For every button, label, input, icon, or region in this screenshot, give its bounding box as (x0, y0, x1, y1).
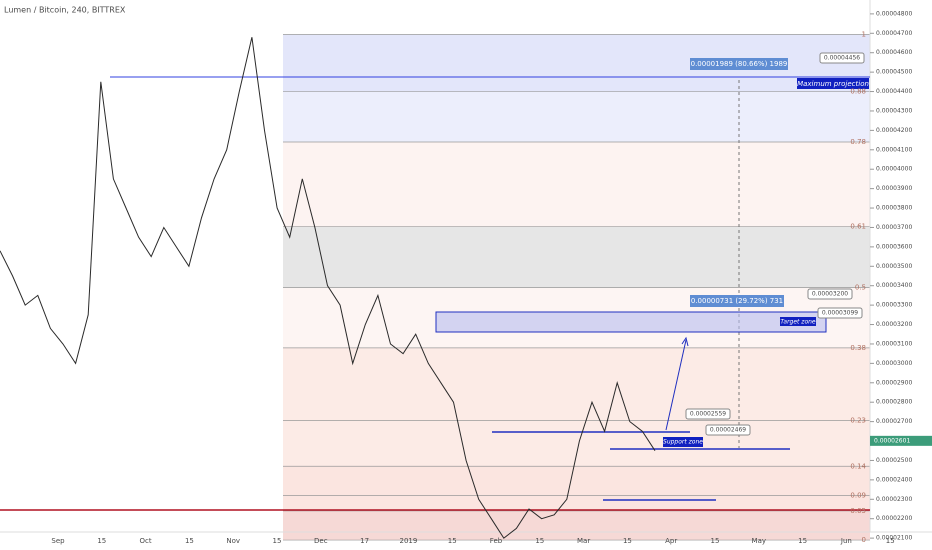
x-tick-label: 2019 (399, 537, 417, 545)
target-zone (435, 311, 827, 333)
y-tick-label: 0.00003700 (876, 224, 912, 231)
y-tick-label: 0.00002700 (876, 418, 912, 425)
fib-band (283, 347, 870, 421)
price-callout-text: 0.00002469 (710, 427, 746, 434)
fib-label: 0.14 (850, 462, 866, 470)
price-callout-text: 0.00002559 (690, 411, 726, 418)
y-tick-label: 0.00003900 (876, 185, 912, 192)
x-tick-label: 17 (360, 537, 369, 545)
fib-label: 0.05 (850, 507, 866, 515)
fib-label: 0.88 (850, 88, 866, 96)
chart-title: Lumen / Bitcoin, 240, BITTREX (4, 6, 126, 15)
fib-band (283, 466, 870, 496)
price-callout (685, 408, 731, 420)
x-tick-label: Nov (226, 537, 240, 545)
y-tick-label: 0.00004500 (876, 69, 912, 76)
fib-label: 0.78 (850, 138, 866, 146)
y-tick-label: 0.00004300 (876, 107, 912, 114)
x-tick-label: Sep (51, 537, 65, 545)
fib-band (283, 226, 870, 288)
x-tick-label: 15 (535, 537, 544, 545)
x-tick-label: Jun (840, 537, 852, 545)
price-callout (819, 52, 865, 64)
fib-label: 1 (862, 30, 866, 38)
y-tick-label: 0.00003500 (876, 263, 912, 270)
x-tick-label: 15 (798, 537, 807, 545)
fib-band (283, 420, 870, 467)
y-tick-label: 0.00002500 (876, 457, 912, 464)
fib-label: 0.38 (850, 344, 866, 352)
x-tick-label: 15 (711, 537, 720, 545)
price-callout-text: 0.00004456 (824, 55, 860, 62)
arrow-head (681, 336, 689, 347)
y-tick-label: 0.00003200 (876, 321, 912, 328)
y-tick-label: 0.00003000 (876, 360, 912, 367)
maximum-label: Maximum projection (797, 80, 869, 88)
x-tick-label: 15 (97, 537, 106, 545)
fib-label: 0.09 (850, 491, 866, 499)
price-callout-text: 0.00003099 (822, 310, 858, 317)
y-tick-label: 0.00002300 (876, 496, 912, 503)
y-tick-label: 0.00002400 (876, 476, 912, 483)
y-tick-label: 0.00004000 (876, 166, 912, 173)
price-callout (817, 307, 863, 319)
fib-band (283, 510, 870, 541)
x-tick-label: Apr (665, 537, 677, 545)
target-label: Target zone (780, 319, 816, 326)
y-tick-label: 0.00003100 (876, 340, 912, 347)
fib-label: 0.61 (850, 223, 866, 231)
x-tick-label: 15 (623, 537, 632, 545)
y-tick-label: 0.00002200 (876, 515, 912, 522)
y-tick-label: 0.00003600 (876, 243, 912, 250)
projection-label: 0.00001989 (80.66%) 1989 (691, 60, 788, 68)
fib-label: 0.23 (850, 417, 866, 425)
x-tick-label: Feb (490, 537, 503, 545)
x-tick-label: Mar (577, 537, 590, 545)
y-tick-label: 0.00002900 (876, 379, 912, 386)
y-tick-label: 0.00003400 (876, 282, 912, 289)
support-label: Support zone (663, 439, 703, 446)
x-tick-label: 15 (448, 537, 457, 545)
y-tick-label: 0.00004800 (876, 10, 912, 17)
y-tick-label: 0.00002800 (876, 399, 912, 406)
fib-label: 0 (862, 536, 866, 544)
y-tick-label: 0.00003800 (876, 205, 912, 212)
y-tick-label: 0.00004700 (876, 30, 912, 37)
y-tick-label: 0.00004200 (876, 127, 912, 134)
support-label-box (663, 437, 703, 447)
y-tick-label: 0.00004400 (876, 88, 912, 95)
projection-box (690, 58, 788, 70)
x-tick-label: Oct (140, 537, 152, 545)
current-price-box (870, 435, 932, 446)
y-tick-label: 0.00002100 (876, 535, 912, 542)
current-price-label: 0.00002601 (874, 437, 910, 444)
maximum-box (797, 78, 869, 89)
arrow (665, 339, 687, 431)
fib-label: 0.5 (855, 284, 866, 292)
target-label-box (780, 317, 816, 326)
fib-band (283, 142, 870, 227)
y-tick-label: 0.00004100 (876, 146, 912, 153)
x-tick-label: May (752, 537, 766, 545)
target-move-label: 0.00000731 (29.72%) 731 (691, 297, 783, 305)
price-callout (807, 288, 853, 300)
target-box (690, 295, 784, 307)
fib-band (283, 91, 870, 143)
x-tick-label: 15 (886, 537, 895, 545)
price-line (0, 37, 656, 539)
y-tick-label: 0.00004600 (876, 49, 912, 56)
x-tick-label: Dec (314, 537, 328, 545)
price-callout (705, 424, 751, 436)
price-callout-text: 0.00003200 (812, 291, 848, 298)
y-tick-label: 0.00003300 (876, 302, 912, 309)
x-tick-label: 15 (273, 537, 282, 545)
fib-band (283, 495, 870, 511)
x-tick-label: 15 (185, 537, 194, 545)
